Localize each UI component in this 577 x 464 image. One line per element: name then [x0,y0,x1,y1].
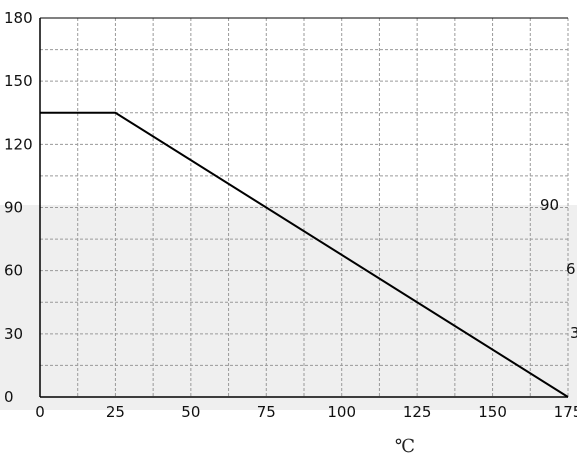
noise-band [0,205,577,410]
x-tick-label: 75 [257,403,276,421]
x-tick-labels: 0 25 50 75 100 125 150 175 [35,403,577,421]
series-line-0 [40,111,569,398]
x-tick-label: 175 [554,403,577,421]
y-tick-label: 120 [4,135,33,153]
right-mark-90: 90 [540,196,559,214]
right-mark-6: 6 [566,260,576,278]
y-tick-label: 0 [4,388,14,406]
x-tick-label: 50 [181,403,200,421]
right-mark-3: 3 [570,324,577,342]
y-tick-label: 150 [4,72,33,90]
x-tick-label: 100 [327,403,356,421]
x-tick-label: 25 [106,403,125,421]
series-layer [40,111,569,398]
y-tick-label: 30 [4,325,23,343]
y-tick-labels: 0 30 60 90 120 150 180 [4,9,33,406]
x-tick-label: 150 [478,403,507,421]
x-tick-label: 125 [403,403,432,421]
y-tick-label: 180 [4,9,33,27]
x-axis-title: ℃ [395,436,415,457]
plot-frame [39,17,568,398]
y-tick-label: 90 [4,199,23,217]
x-tick-label: 0 [35,403,45,421]
y-tick-label: 60 [4,262,23,280]
